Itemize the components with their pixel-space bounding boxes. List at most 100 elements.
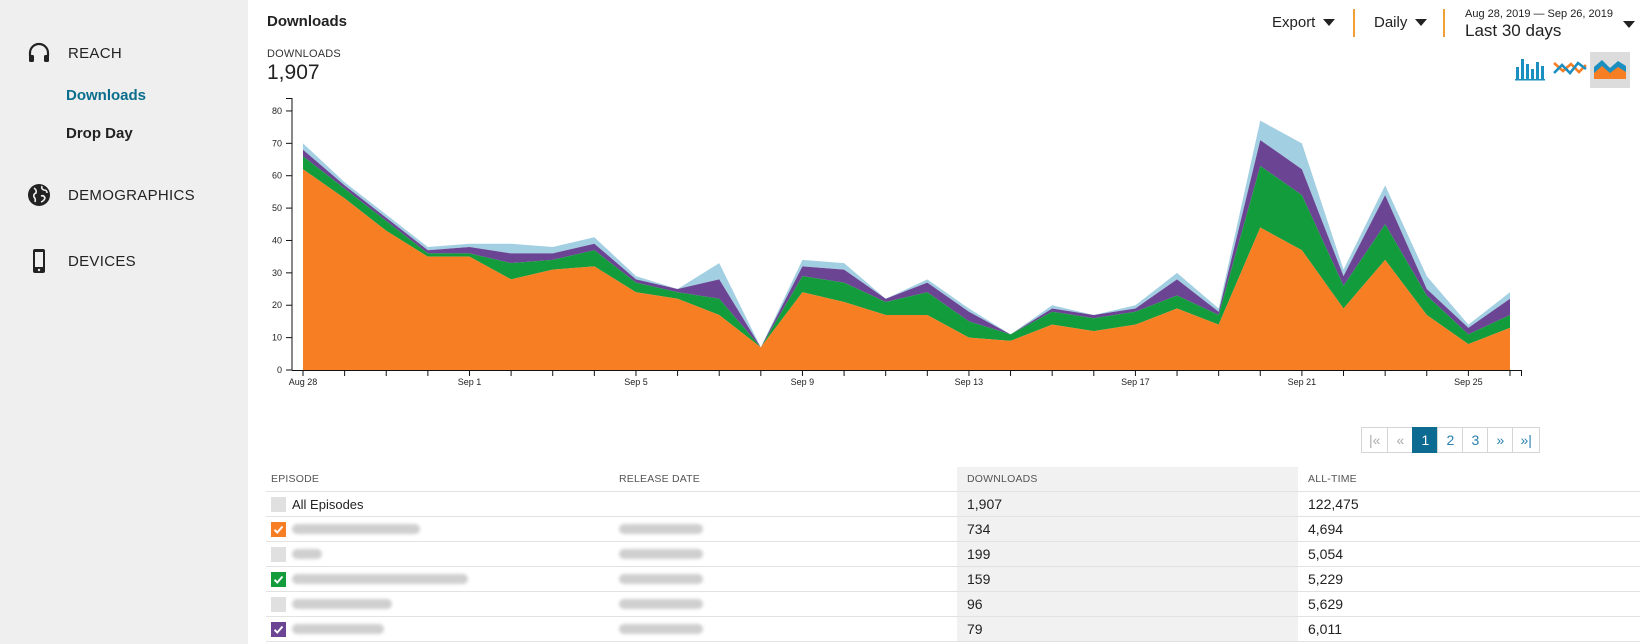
last-page-button[interactable]: »| — [1512, 427, 1540, 453]
table-row[interactable]: 96 5,629 — [266, 592, 1640, 617]
release-date-cell — [614, 599, 957, 609]
y-tick-label: 20 — [272, 300, 282, 310]
alltime-cell: 122,475 — [1308, 496, 1359, 512]
x-tick-label: Sep 25 — [1454, 377, 1483, 387]
separator — [1443, 9, 1445, 37]
alltime-cell: 5,229 — [1308, 571, 1344, 587]
checkmark-icon — [273, 525, 284, 534]
next-page-button[interactable]: » — [1487, 427, 1514, 453]
release-date-cell — [614, 624, 957, 634]
col-downloads-header[interactable]: DOWNLOADS — [957, 467, 1298, 491]
sidebar: REACH Downloads Drop Day DEMOGRAPHICS DE… — [0, 0, 248, 644]
interval-dropdown[interactable]: Daily — [1374, 14, 1428, 31]
checkmark-icon — [273, 575, 284, 584]
release-date-redacted — [619, 599, 703, 609]
y-tick-label: 40 — [272, 235, 282, 245]
alltime-cell: 5,629 — [1308, 596, 1344, 612]
page-3-button[interactable]: 3 — [1462, 427, 1489, 453]
episode-checkbox[interactable] — [271, 571, 286, 587]
episode-checkbox[interactable] — [271, 596, 286, 612]
nav-demographics[interactable]: DEMOGRAPHICS — [26, 182, 195, 208]
phone-icon — [26, 248, 52, 274]
episode-title-redacted — [292, 524, 420, 534]
bar-chart-icon — [1515, 55, 1545, 86]
downloads-cell: 79 — [957, 617, 1298, 641]
table-row[interactable]: 199 5,054 — [266, 542, 1640, 567]
table-row[interactable]: 159 5,229 — [266, 567, 1640, 592]
line-chart-icon — [1553, 55, 1587, 86]
y-tick-label: 70 — [272, 138, 282, 148]
col-release-date-header[interactable]: RELEASE DATE — [619, 473, 700, 485]
chevron-down-icon — [1623, 21, 1635, 28]
col-alltime-header[interactable]: ALL-TIME — [1308, 473, 1357, 485]
alltime-cell: 4,694 — [1308, 521, 1344, 537]
table-row[interactable]: 734 4,694 — [266, 517, 1640, 542]
table-row[interactable]: 79 6,011 — [266, 617, 1640, 642]
export-dropdown[interactable]: Export — [1272, 14, 1336, 31]
alltime-cell: 6,011 — [1308, 621, 1342, 637]
episode-title-redacted — [292, 599, 392, 609]
line-chart-view-button[interactable] — [1550, 52, 1590, 88]
release-date-cell — [614, 574, 957, 584]
downloads-cell: 199 — [957, 542, 1298, 566]
globe-icon — [26, 182, 52, 208]
episode-checkbox[interactable] — [271, 521, 286, 537]
episode-checkbox[interactable] — [271, 496, 286, 512]
headphones-icon — [26, 40, 52, 66]
y-tick-label: 60 — [272, 171, 282, 181]
episodes-table: EPISODE RELEASE DATE DOWNLOADS ALL-TIME … — [266, 467, 1640, 642]
episode-cell — [266, 621, 614, 637]
col-episode-header[interactable]: EPISODE — [271, 473, 320, 485]
page-1-button[interactable]: 1 — [1412, 427, 1439, 453]
nav-reach-label: REACH — [68, 44, 123, 62]
episode-title-redacted — [292, 549, 322, 559]
table-row[interactable]: All Episodes 1,907 122,475 — [266, 492, 1640, 517]
nav-demographics-label: DEMOGRAPHICS — [68, 186, 195, 204]
release-date-cell — [614, 524, 957, 534]
nav-drop-day[interactable]: Drop Day — [66, 125, 133, 142]
nav-devices[interactable]: DEVICES — [26, 248, 136, 274]
nav-devices-label: DEVICES — [68, 252, 136, 270]
date-range-label: Last 30 days — [1465, 21, 1562, 40]
table-header: EPISODE RELEASE DATE DOWNLOADS ALL-TIME — [266, 467, 1640, 492]
episode-title-redacted — [292, 624, 384, 634]
page-2-button[interactable]: 2 — [1437, 427, 1464, 453]
table-body: All Episodes 1,907 122,475 734 4,694 199 5,054… — [266, 492, 1640, 642]
episode-cell — [266, 546, 614, 562]
nav-downloads[interactable]: Downloads — [66, 87, 147, 104]
episode-title-redacted — [292, 574, 468, 584]
y-tick-label: 0 — [277, 365, 282, 375]
area-series-1 — [303, 169, 1510, 370]
interval-label: Daily — [1374, 14, 1408, 31]
x-tick-label: Sep 1 — [458, 377, 482, 387]
all-episodes-label: All Episodes — [292, 496, 364, 512]
main-panel: Downloads DOWNLOADS 1,907 Export Daily A… — [248, 0, 1652, 644]
downloads-cell: 1,907 — [957, 492, 1298, 516]
area-chart-icon — [1593, 55, 1627, 86]
date-range-dropdown[interactable]: Aug 28, 2019 — Sep 26, 2019 Last 30 days — [1465, 8, 1635, 41]
prev-page-button[interactable]: « — [1387, 427, 1414, 453]
pagination: |« « 1 2 3 » »| — [1361, 427, 1540, 453]
date-range-dates: Aug 28, 2019 — Sep 26, 2019 — [1465, 8, 1614, 20]
x-tick-label: Aug 28 — [289, 377, 318, 387]
episode-checkbox[interactable] — [271, 621, 286, 637]
release-date-redacted — [619, 549, 703, 559]
episode-cell — [266, 571, 614, 587]
nav-reach[interactable]: REACH — [26, 40, 122, 66]
area-chart-view-button[interactable] — [1590, 52, 1630, 88]
release-date-redacted — [619, 574, 703, 584]
x-tick-label: Sep 5 — [624, 377, 648, 387]
kpi-value: 1,907 — [267, 61, 320, 84]
y-tick-label: 80 — [272, 106, 282, 116]
episode-cell — [266, 596, 614, 612]
downloads-cell: 159 — [957, 567, 1298, 591]
x-tick-label: Sep 17 — [1121, 377, 1150, 387]
bar-chart-view-button[interactable] — [1510, 52, 1550, 88]
episode-cell — [266, 521, 614, 537]
checkmark-icon — [273, 625, 284, 634]
downloads-cell: 96 — [957, 592, 1298, 616]
episode-checkbox[interactable] — [271, 546, 286, 562]
y-tick-label: 50 — [272, 203, 282, 213]
release-date-redacted — [619, 624, 703, 634]
first-page-button[interactable]: |« — [1361, 427, 1389, 453]
